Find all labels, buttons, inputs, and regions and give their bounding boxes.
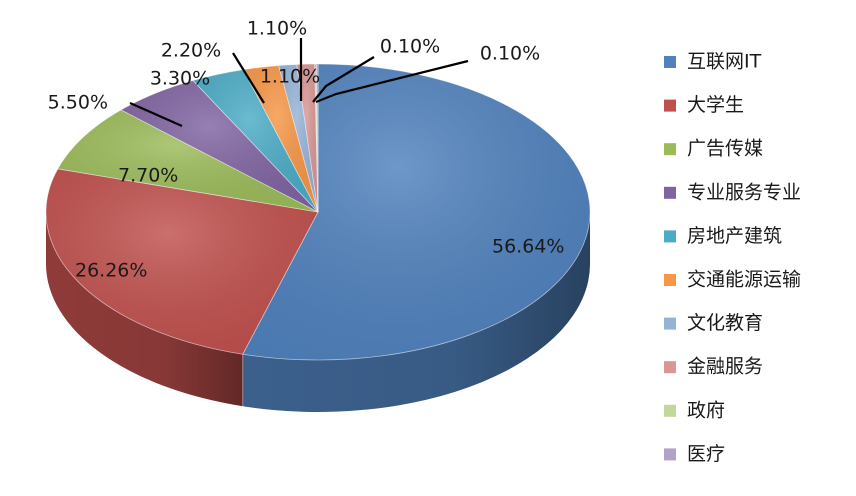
legend-label: 房地产建筑 [687, 225, 782, 247]
legend-label: 专业服务专业 [687, 181, 801, 203]
legend-swatch [664, 186, 676, 199]
legend-swatch [664, 448, 676, 461]
slice-1-shade [242, 64, 590, 360]
legend-label: 交通能源运输 [687, 269, 801, 291]
legend-label: 金融服务 [687, 356, 763, 378]
legend-item: 医疗 [664, 443, 725, 465]
slice-8-data-label: 1.10% [260, 66, 320, 88]
slice-4-shade [121, 80, 319, 213]
slice-1-data-label: 56.64% [492, 236, 564, 258]
slice-7-shade [278, 64, 318, 212]
slice-2-side-shade [46, 212, 243, 407]
legend-item: 互联网IT [664, 51, 762, 73]
legend-label: 政府 [687, 399, 725, 421]
legend-item: 文化教育 [664, 312, 763, 334]
slice-9-leader-line [312, 56, 375, 103]
slice-6-leader-line [232, 52, 265, 104]
slice-3-shade [57, 109, 318, 212]
legend-label: 互联网IT [687, 51, 762, 73]
slice-6-data-label: 2.20% [161, 40, 221, 62]
legend-item: 房地产建筑 [664, 225, 782, 247]
legend-item: 广告传媒 [664, 138, 763, 160]
pie-sides [46, 212, 591, 413]
legend-label: 大学生 [687, 94, 744, 116]
legend-swatch [664, 361, 676, 374]
slice-7-data-label: 1.10% [247, 18, 307, 40]
pie-tops [45, 63, 591, 361]
legend-swatch [664, 404, 676, 417]
slice-4-data-label: 5.50% [48, 92, 108, 114]
legend-label: 广告传媒 [687, 138, 763, 160]
data-labels: 56.64% 26.26% 7.70% 5.50% 3.30% 2.20% 1.10% 1.1… [48, 18, 565, 282]
slice-2-shade [45, 168, 318, 355]
slice-5-data-label: 3.30% [150, 68, 210, 90]
leader-lines [129, 38, 469, 128]
legend-item: 金融服务 [664, 356, 763, 378]
legend-swatch [664, 56, 676, 68]
legend: 互联网IT 大学生广告传媒专业服务专业房地产建筑交通能源运输文化教育金融服务政府医… [664, 51, 801, 465]
legend-swatch [664, 230, 676, 243]
legend-label: 医疗 [687, 443, 725, 465]
slice-2-data-label: 26.26% [75, 260, 147, 282]
legend-item: 专业服务专业 [664, 181, 801, 203]
legend-item: 大学生 [664, 94, 744, 116]
legend-label: 文化教育 [687, 312, 763, 334]
slice-1-side-shade [242, 212, 591, 413]
slice-6-shade [243, 65, 318, 212]
legend-swatch [664, 317, 676, 330]
slice-3-data-label: 7.70% [118, 165, 178, 187]
slice-10-leader-line [315, 59, 469, 104]
legend-item: 交通能源运输 [664, 269, 801, 291]
legend-swatch [664, 99, 676, 112]
slice-9-data-label: 0.10% [380, 36, 440, 58]
slice-4-leader-line [129, 101, 183, 128]
legend-swatch [664, 143, 676, 156]
slice-5-shade [193, 69, 318, 213]
legend-item: 政府 [664, 399, 725, 421]
legend-swatch [664, 274, 676, 286]
slice-10-data-label: 0.10% [480, 43, 540, 65]
slice-9-shade [314, 64, 318, 212]
